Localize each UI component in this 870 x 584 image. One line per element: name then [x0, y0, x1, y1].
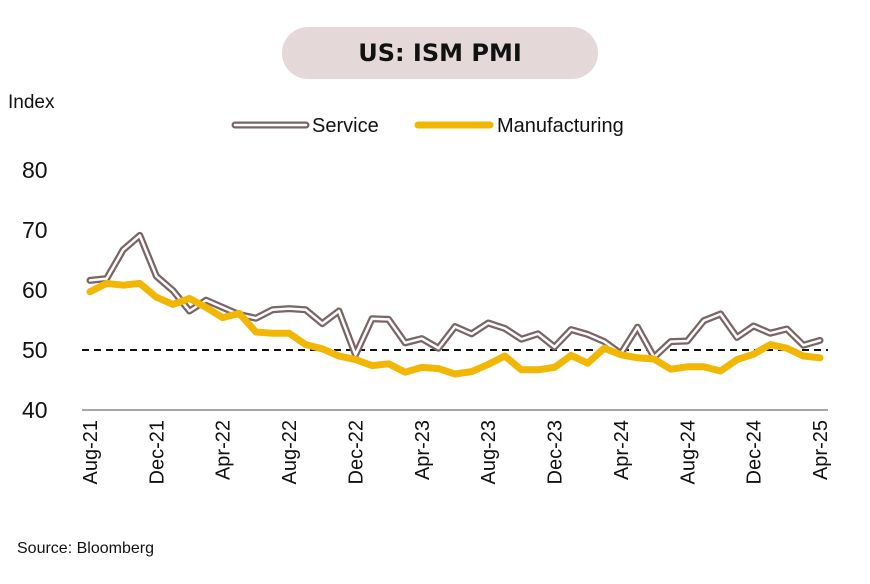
series-line-service — [86, 231, 824, 361]
y-tick-label: 70 — [22, 217, 48, 243]
series-line-manufacturing — [86, 279, 824, 378]
x-tick-label: Dec-22 — [345, 420, 367, 484]
x-tick-label: Aug-23 — [478, 420, 500, 485]
chart-title-pill: US: ISM PMI — [282, 27, 598, 79]
x-tick-label: Aug-21 — [80, 420, 102, 485]
x-tick-label: Apr-25 — [810, 420, 832, 480]
legend-label-service: Service — [312, 115, 379, 137]
legend-label-manufacturing: Manufacturing — [497, 115, 624, 137]
y-tick-label: 50 — [22, 337, 48, 363]
x-tick-label: Apr-22 — [213, 420, 235, 480]
x-tick-label: Dec-21 — [146, 420, 168, 484]
x-tick-label: Apr-24 — [611, 420, 633, 480]
source-note: Source: Bloomberg — [17, 540, 154, 557]
y-tick-label: 40 — [22, 397, 48, 423]
x-tick-label: Aug-22 — [279, 420, 301, 485]
x-tick-label: Apr-23 — [412, 420, 434, 480]
series-line-service-inner — [88, 234, 822, 359]
y-axis-label: Index — [8, 92, 55, 113]
y-tick-label: 80 — [22, 157, 48, 183]
x-tick-label: Aug-24 — [677, 420, 699, 485]
chart-title: US: ISM PMI — [358, 39, 522, 67]
y-tick-label: 60 — [22, 277, 48, 303]
x-tick-label: Dec-24 — [744, 420, 766, 484]
x-tick-label: Dec-23 — [545, 420, 567, 484]
